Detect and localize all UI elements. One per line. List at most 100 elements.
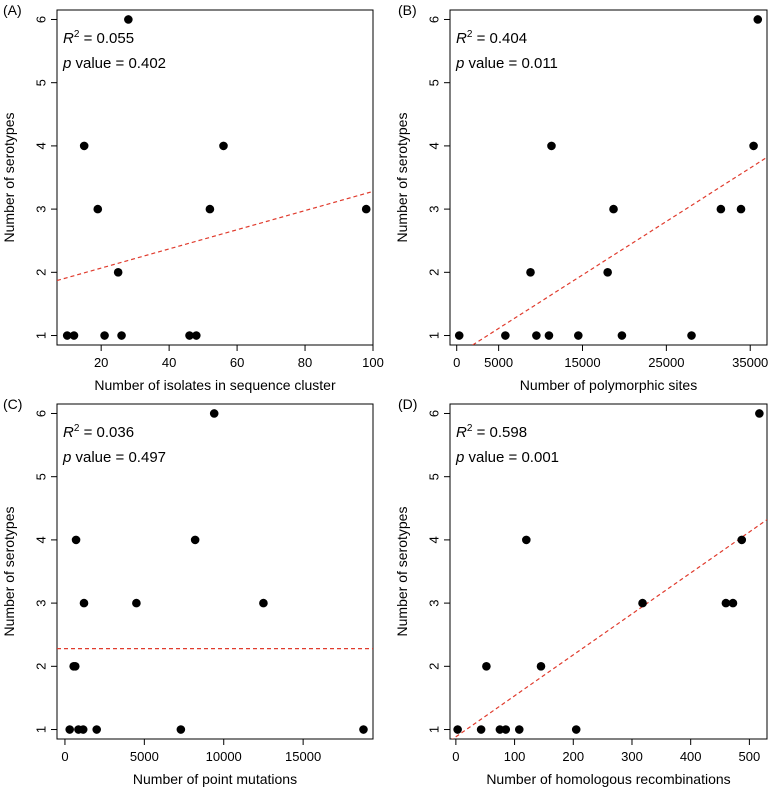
data-point: [514, 725, 524, 734]
x-axis-label: Number of point mutations: [133, 771, 297, 787]
y-tick-label: 2: [33, 269, 48, 276]
data-point: [536, 662, 546, 671]
plot-frame: [449, 403, 768, 740]
data-point: [526, 268, 535, 277]
y-tick-label: 4: [426, 142, 441, 149]
data-point: [176, 725, 186, 734]
data-point: [79, 141, 89, 151]
data-point: [603, 268, 612, 277]
data-point: [716, 204, 726, 214]
p-value-text: p value = 0.001: [455, 449, 559, 466]
y-axis-label: Number of serotypes: [394, 113, 410, 243]
x-tick-label: 60: [230, 355, 244, 370]
x-tick-label: 35000: [732, 355, 768, 370]
data-point: [185, 331, 194, 340]
plot-frame: [449, 9, 768, 346]
scatter-panel-1: (A) 20 40 60 80 100 1 2 3 4 5 6 Number of isolates i…: [1, 2, 384, 393]
x-tick-label: 0: [453, 355, 460, 370]
data-point: [532, 331, 541, 340]
x-tick-label: 0: [61, 749, 68, 764]
data-point: [70, 662, 80, 671]
x-tick-label: 20: [94, 355, 108, 370]
r-squared-text: R2 = 0.404: [456, 29, 527, 47]
p-value: value = 0.001: [464, 449, 559, 466]
x-tick-label: 15000: [285, 749, 321, 764]
y-axis-label: Number of serotypes: [1, 507, 17, 637]
scatter-panel-4: (D) 0 100 200 300 400 500 1 2 3 4 5 6 Number of homol…: [394, 396, 768, 787]
y-axis-label: Number of serotypes: [1, 113, 17, 243]
x-tick-label: 15000: [564, 355, 600, 370]
x-tick-label: 400: [680, 749, 702, 764]
panel-label: (D): [398, 396, 417, 412]
x-tick-label: 40: [162, 355, 176, 370]
p-value: value = 0.011: [464, 55, 558, 72]
x-tick-label: 0: [452, 749, 459, 764]
x-tick-label: 500: [739, 749, 761, 764]
data-point: [721, 598, 731, 608]
x-axis-label: Number of homologous recombinations: [486, 771, 730, 787]
r-symbol: R: [63, 424, 74, 441]
y-tick-label: 6: [33, 16, 48, 23]
x-tick-label: 5000: [130, 749, 159, 764]
y-tick-label: 3: [426, 599, 441, 606]
y-tick-label: 3: [33, 599, 48, 606]
data-point: [259, 598, 268, 608]
x-axis-label: Number of isolates in sequence cluster: [94, 377, 336, 393]
data-point: [117, 331, 126, 340]
data-point: [124, 15, 133, 24]
r-squared-value: = 0.036: [79, 424, 134, 441]
r-squared-value: = 0.055: [79, 30, 134, 47]
y-tick-label: 4: [33, 142, 48, 149]
x-tick-label: 100: [362, 355, 384, 370]
data-point: [753, 15, 763, 24]
p-symbol: p: [62, 449, 71, 466]
panel-label: (B): [398, 2, 417, 18]
data-point: [687, 331, 696, 340]
r-superscript: 2: [467, 423, 473, 434]
data-point: [65, 725, 75, 734]
data-point: [482, 662, 491, 671]
data-point: [501, 725, 511, 734]
x-axis-label: Number of polymorphic sites: [520, 377, 697, 393]
r-superscript: 2: [74, 29, 80, 40]
data-point: [100, 331, 109, 340]
data-point: [454, 331, 464, 340]
data-point: [574, 331, 583, 340]
y-tick-label: 4: [33, 536, 48, 543]
data-point: [78, 725, 88, 734]
data-point: [501, 331, 510, 340]
y-tick-label: 5: [33, 473, 48, 480]
data-point: [190, 535, 200, 545]
y-tick-label: 5: [426, 473, 441, 480]
data-point: [92, 725, 101, 734]
data-point: [617, 331, 627, 340]
data-point: [132, 598, 141, 608]
p-symbol: p: [62, 55, 71, 72]
scatter-panel-3: (C) 0 5000 10000 15000 1 2 3 4 5 6 Number of point …: [1, 396, 374, 787]
y-tick-label: 1: [426, 726, 441, 733]
y-axis-label: Number of serotypes: [394, 507, 410, 637]
y-tick-label: 1: [426, 332, 441, 339]
y-tick-label: 6: [426, 410, 441, 417]
y-tick-label: 3: [33, 205, 48, 212]
data-point: [476, 725, 486, 734]
data-point: [547, 141, 556, 151]
plot-frame: [56, 403, 374, 740]
data-point: [205, 204, 215, 214]
x-tick-label: 200: [562, 749, 584, 764]
r-symbol: R: [456, 30, 467, 47]
data-point: [737, 535, 747, 545]
y-tick-label: 2: [426, 663, 441, 670]
scatter-panel-2: (B) 0 5000 15000 25000 35000 1 2 3 4 5 6 Number of p…: [394, 2, 768, 393]
y-tick-label: 5: [426, 79, 441, 86]
y-tick-label: 3: [426, 205, 441, 212]
p-symbol: p: [455, 449, 464, 466]
data-point: [736, 204, 746, 214]
r-squared-text: R2 = 0.598: [456, 423, 527, 441]
data-point: [113, 268, 123, 277]
data-point: [93, 204, 103, 214]
x-tick-label: 10000: [206, 749, 242, 764]
y-tick-label: 1: [33, 726, 48, 733]
y-tick-label: 5: [33, 79, 48, 86]
